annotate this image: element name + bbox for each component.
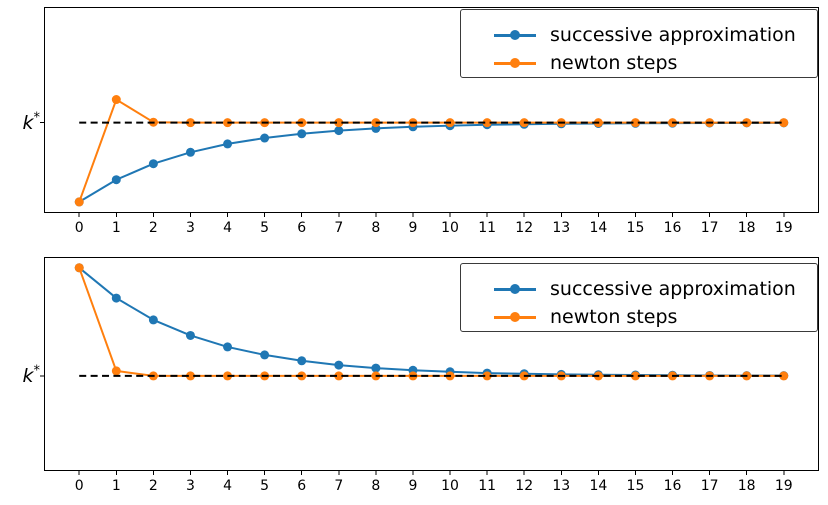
x-tick-label: 17 bbox=[701, 478, 719, 494]
x-tick-label: 6 bbox=[297, 478, 306, 494]
x-tick-label: 15 bbox=[627, 220, 645, 236]
legend: successive approximation newton steps bbox=[460, 9, 818, 78]
legend-marker-newton-icon bbox=[494, 57, 536, 69]
x-tick-label: 6 bbox=[297, 220, 306, 236]
legend-label: newton steps bbox=[550, 306, 678, 328]
x-tick-label: 3 bbox=[186, 220, 195, 236]
data-point bbox=[185, 147, 195, 157]
legend-marker-successive-icon bbox=[494, 29, 536, 41]
legend-item-newton-steps: newton steps bbox=[494, 303, 817, 331]
x-tick-label: 12 bbox=[515, 220, 533, 236]
data-point bbox=[74, 197, 84, 207]
data-point bbox=[148, 159, 158, 169]
legend-item-newton-steps: newton steps bbox=[494, 49, 817, 77]
x-tick-label: 19 bbox=[775, 478, 793, 494]
data-point bbox=[334, 371, 344, 381]
axes-frame bbox=[44, 7, 819, 213]
y-axis-label-kstar: k* bbox=[22, 110, 40, 134]
series-line-0 bbox=[78, 121, 784, 203]
axes-frame bbox=[44, 257, 819, 471]
data-point bbox=[74, 263, 84, 273]
legend-marker-newton-icon bbox=[494, 311, 536, 323]
x-tick-label: 7 bbox=[334, 478, 343, 494]
x-tick-label: 13 bbox=[552, 220, 570, 236]
x-tick-label: 18 bbox=[738, 220, 756, 236]
data-point bbox=[779, 371, 789, 381]
x-tick-label: 11 bbox=[478, 220, 496, 236]
x-tick-label: 12 bbox=[515, 478, 533, 494]
data-point bbox=[111, 366, 121, 376]
x-tick-label: 2 bbox=[149, 220, 158, 236]
data-point bbox=[111, 95, 121, 105]
x-tick-label: 14 bbox=[589, 220, 607, 236]
x-tick-label: 16 bbox=[664, 220, 682, 236]
data-point bbox=[334, 126, 344, 136]
data-point bbox=[111, 293, 121, 303]
x-tick-label: 9 bbox=[408, 478, 417, 494]
x-tick-label: 4 bbox=[223, 478, 232, 494]
data-point bbox=[482, 371, 492, 381]
data-point bbox=[334, 118, 344, 128]
x-tick-label: 0 bbox=[75, 478, 84, 494]
data-point bbox=[371, 363, 381, 373]
data-point bbox=[297, 129, 307, 139]
bottom-chart-canvas: 0 1 2 3 4 5 6 7 8 9 10 11 12 13 14 15 16 17 18 19 bbox=[40, 257, 819, 494]
x-tick-label: 13 bbox=[552, 478, 570, 494]
x-tick-label: 9 bbox=[408, 220, 417, 236]
x-tick-label: 4 bbox=[223, 220, 232, 236]
subplot-top: 0 1 2 3 4 5 6 7 8 9 10 11 12 13 14 15 16 17 18 19 k* succes… bbox=[0, 0, 828, 252]
data-point bbox=[185, 330, 195, 340]
data-point bbox=[223, 342, 233, 352]
data-point bbox=[297, 356, 307, 366]
data-point bbox=[223, 139, 233, 149]
x-tick-label: 1 bbox=[112, 478, 121, 494]
legend-label: newton steps bbox=[550, 52, 678, 74]
x-tick-label: 16 bbox=[664, 478, 682, 494]
data-point bbox=[482, 118, 492, 128]
top-chart-canvas: 0 1 2 3 4 5 6 7 8 9 10 11 12 13 14 15 16 17 18 19 bbox=[40, 7, 819, 236]
x-tick-label: 7 bbox=[334, 220, 343, 236]
legend: successive approximation newton steps bbox=[460, 263, 818, 332]
data-point bbox=[260, 133, 270, 143]
data-point bbox=[630, 118, 640, 128]
x-tick-label: 5 bbox=[260, 220, 269, 236]
legend-label: successive approximation bbox=[550, 278, 796, 300]
data-point bbox=[630, 371, 640, 381]
x-tick-label: 11 bbox=[478, 478, 496, 494]
x-tick-label: 18 bbox=[738, 478, 756, 494]
data-point bbox=[260, 350, 270, 360]
data-point bbox=[185, 371, 195, 381]
x-tick-label: 8 bbox=[371, 220, 380, 236]
data-point bbox=[111, 175, 121, 185]
series-line-1 bbox=[78, 98, 784, 203]
x-tick-label: 19 bbox=[775, 220, 793, 236]
legend-item-successive-approximation: successive approximation bbox=[494, 275, 817, 303]
data-point bbox=[185, 118, 195, 128]
x-tick-label: 14 bbox=[589, 478, 607, 494]
legend-item-successive-approximation: successive approximation bbox=[494, 21, 817, 49]
x-tick-label: 8 bbox=[371, 478, 380, 494]
data-point bbox=[334, 360, 344, 370]
x-tick-label: 1 bbox=[112, 220, 121, 236]
x-tick-label: 0 bbox=[75, 220, 84, 236]
x-tick-label: 17 bbox=[701, 220, 719, 236]
x-tick-label: 3 bbox=[186, 478, 195, 494]
data-point bbox=[779, 118, 789, 128]
x-tick-label: 10 bbox=[441, 220, 459, 236]
x-tick-label: 15 bbox=[627, 478, 645, 494]
x-tick-label: 10 bbox=[441, 478, 459, 494]
subplot-bottom: 0 1 2 3 4 5 6 7 8 9 10 11 12 13 14 15 16 17 18 19 k* succes… bbox=[0, 252, 828, 505]
y-axis-label-kstar: k* bbox=[22, 363, 40, 387]
data-point bbox=[148, 315, 158, 325]
x-tick-label: 5 bbox=[260, 478, 269, 494]
legend-marker-successive-icon bbox=[494, 283, 536, 295]
legend-label: successive approximation bbox=[550, 24, 796, 46]
x-tick-label: 2 bbox=[149, 478, 158, 494]
